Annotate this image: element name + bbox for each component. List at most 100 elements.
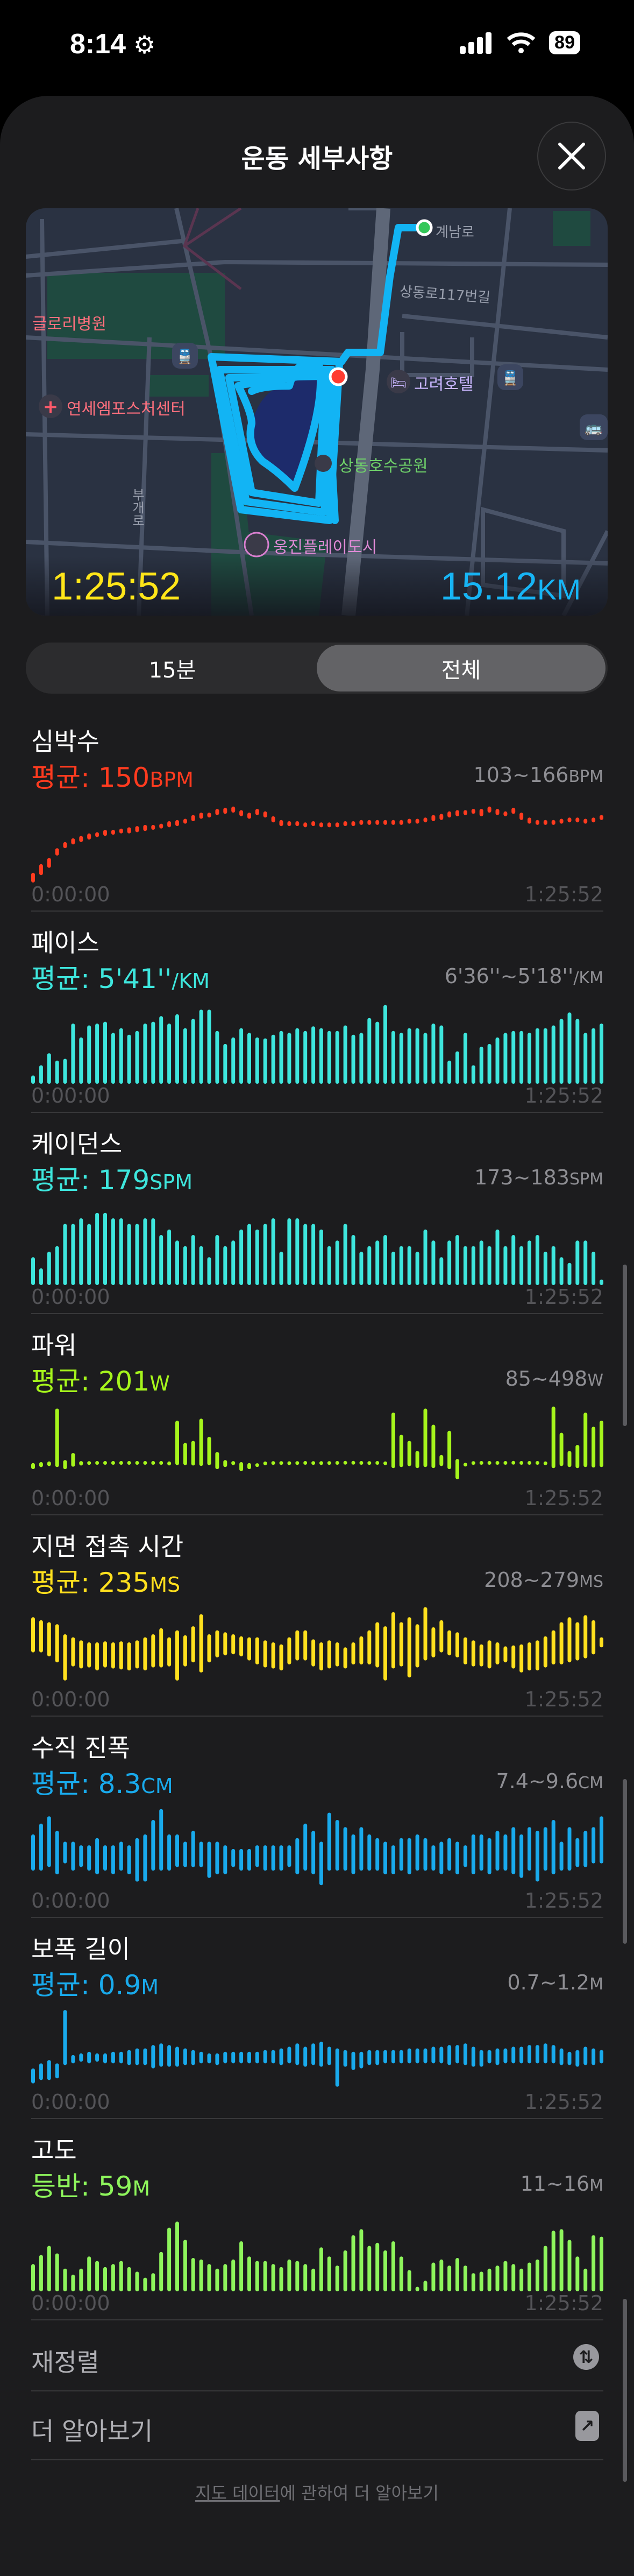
chart-bar	[415, 818, 419, 824]
external-link-arrow-icon: ↗	[575, 2411, 599, 2441]
chart-bar	[287, 1637, 291, 1664]
segment-all[interactable]: 전체	[317, 645, 605, 691]
chart-bar	[63, 842, 67, 849]
chart-bar	[303, 822, 308, 828]
chart-bar	[135, 1640, 139, 1669]
average-value: 179	[98, 1165, 150, 1196]
chart-bar	[87, 1025, 91, 1084]
chart-bar	[407, 2048, 411, 2064]
divider	[31, 1716, 603, 1717]
chart-bar	[575, 1240, 580, 1285]
chart-bar	[263, 1461, 267, 1465]
chart-bar	[592, 2235, 596, 2291]
chart-bar	[343, 1827, 347, 1871]
chart-bar	[447, 1430, 452, 1470]
metric-title: 지면 접촉 시간	[31, 1532, 184, 1561]
chart-bar	[263, 1038, 267, 1084]
chart-bar	[575, 2050, 580, 2067]
reorder-row[interactable]: 재정렬 ⇅	[31, 2324, 603, 2391]
chart-bar	[551, 820, 555, 825]
chart-bar	[223, 1460, 227, 1467]
chart-bar	[311, 2268, 316, 2291]
chart-bar	[63, 1058, 67, 1084]
chart-bar	[39, 1823, 43, 1871]
chart-elevation[interactable]	[31, 2208, 603, 2291]
chart-bar	[391, 1413, 395, 1469]
learn-more-row[interactable]: 더 알아보기 ↗	[31, 2392, 603, 2460]
chart-power[interactable]	[31, 1403, 603, 1486]
chart-bar	[343, 2250, 347, 2291]
footer-text: 에 관하여 더 알아보기	[280, 2483, 439, 2503]
chart-bar	[207, 1634, 211, 1663]
chart-vo[interactable]	[31, 1805, 603, 1889]
metric-average: 평균: 0.9M	[31, 1964, 159, 2002]
chart-bar	[479, 1047, 483, 1084]
chart-bar	[271, 816, 275, 823]
map-data-link[interactable]: 지도 데이터	[195, 2483, 280, 2503]
chart-bar	[279, 1644, 283, 1671]
close-icon	[558, 143, 585, 170]
chart-bar	[528, 1240, 531, 1285]
chart-bar	[79, 2053, 83, 2062]
chart-bar	[519, 2046, 524, 2064]
route-map[interactable]: 🚆 🚆 🚌 + 🛏 계남로 상동로117번길 부개로 글로리병원 연세엠포스처센…	[26, 208, 608, 616]
chart-bar	[119, 1841, 123, 1871]
cellular-signal-icon	[460, 32, 492, 54]
segment-15min[interactable]: 15분	[148, 658, 196, 683]
chart-gct[interactable]	[31, 1604, 603, 1688]
chart-pace[interactable]	[31, 1000, 603, 1084]
metric-section-heart: 심박수 평균: 150BPM 103~166BPM 0:00:00 1:25:52	[31, 710, 603, 912]
map-label-road: 계남로	[436, 224, 474, 241]
distance-value: 15.12	[440, 565, 537, 608]
chart-bar	[567, 1827, 572, 1871]
chart-bar	[503, 811, 508, 816]
chart-bar	[87, 1845, 91, 1871]
chart-bar	[415, 1624, 419, 1668]
chart-bar	[255, 1845, 259, 1867]
chart-bar	[31, 2264, 35, 2291]
scrollbar[interactable]	[623, 2299, 627, 2482]
close-button[interactable]	[537, 122, 606, 190]
chart-bar	[287, 1845, 291, 1867]
chart-bar	[471, 2273, 475, 2291]
scrollbar[interactable]	[623, 1779, 627, 1944]
chart-bar	[583, 818, 588, 824]
scrollbar[interactable]	[623, 1265, 627, 1426]
chart-bar	[135, 1031, 139, 1084]
metric-range: 85~498W	[505, 1367, 603, 1391]
chart-heart[interactable]	[31, 799, 603, 883]
chart-bar	[87, 1224, 91, 1285]
chart-bar	[87, 2256, 91, 2291]
chart-bar	[31, 1257, 35, 1285]
chart-bar	[263, 2261, 267, 2291]
metric-average: 등반: 59M	[31, 2165, 150, 2204]
chart-bar	[455, 2045, 459, 2064]
chart-bar	[583, 1033, 588, 1084]
x-axis-end: 1:25:52	[524, 883, 604, 906]
chart-bar	[247, 813, 251, 819]
chart-bar	[575, 2256, 580, 2291]
x-axis-start: 0:00:00	[31, 1486, 110, 1510]
chart-bar	[375, 2050, 380, 2065]
chart-bar	[367, 1461, 372, 1465]
chart-bar	[151, 824, 155, 830]
chart-bar	[567, 2051, 572, 2065]
chart-bar	[167, 1834, 172, 1871]
chart-bar	[391, 1612, 395, 1669]
chart-bar	[263, 1845, 267, 1871]
chart-bar	[151, 1461, 155, 1465]
chart-bar	[199, 1010, 203, 1084]
svg-text:+: +	[43, 396, 59, 418]
chart-bar	[271, 1034, 275, 1084]
chart-bar	[511, 2046, 516, 2064]
chart-bar	[343, 821, 347, 827]
chart-bar	[487, 2050, 491, 2064]
average-label: 평균:	[31, 762, 98, 793]
chart-bar	[391, 2050, 395, 2064]
chart-bar	[215, 2053, 219, 2065]
chart-bar	[47, 1816, 51, 1867]
hotel-pin-icon	[387, 370, 410, 393]
chart-cadence[interactable]	[31, 1202, 603, 1285]
chart-bar	[351, 1235, 355, 1285]
chart-stride[interactable]	[31, 2007, 603, 2090]
